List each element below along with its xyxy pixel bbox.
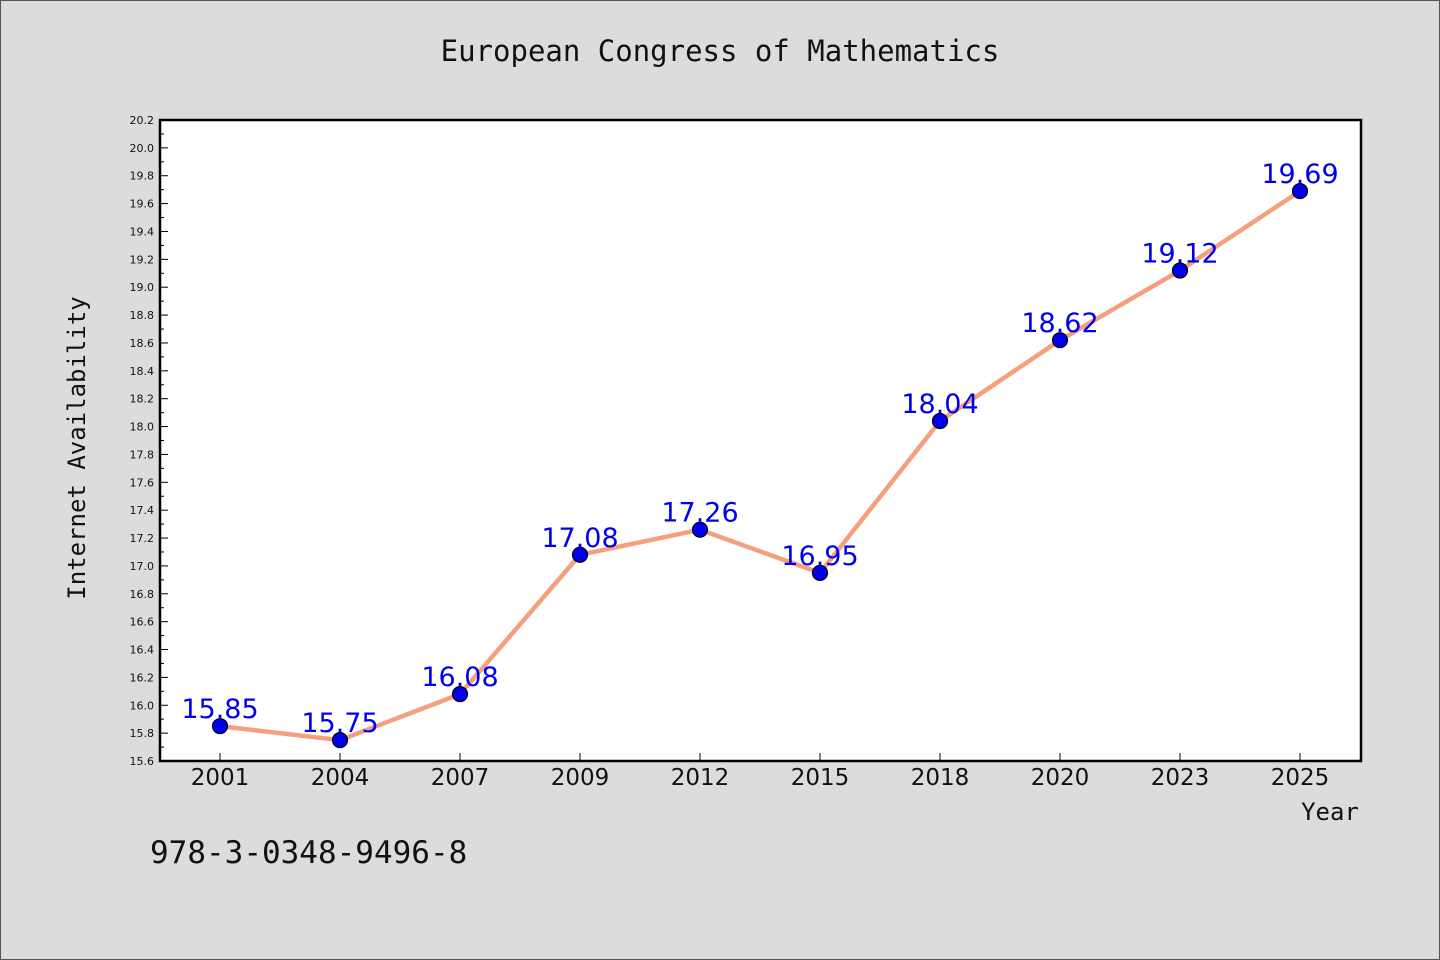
x-tick-label: 2015	[791, 765, 850, 791]
y-tick-label: 18.6	[130, 337, 155, 350]
y-tick-label: 19.4	[130, 225, 155, 238]
data-point	[811, 564, 829, 581]
data-point	[1291, 182, 1309, 200]
data-label: 15.75	[301, 708, 378, 739]
y-tick-label: 20.2	[130, 114, 155, 127]
y-tick-label: 16.6	[130, 616, 155, 629]
data-label: 19.12	[1141, 238, 1218, 269]
data-point	[1171, 262, 1189, 279]
x-tick-label: 2020	[1031, 765, 1090, 791]
y-tick-label: 19.0	[130, 281, 155, 294]
x-tick-label: 2025	[1271, 765, 1330, 791]
x-tick-label: 2023	[1151, 765, 1210, 791]
y-tick-label: 18.8	[130, 309, 155, 322]
y-tick-label: 17.6	[130, 476, 155, 489]
series-markers	[211, 182, 1309, 749]
data-label: 17.26	[661, 498, 738, 529]
data-point	[331, 731, 349, 749]
data-label: 16.08	[421, 662, 498, 693]
data-labels: 15.85 15.75 16.08 17.08 17.26 16.95 18.04 18.62…	[181, 159, 1338, 739]
y-tick-label: 15.8	[130, 727, 155, 740]
data-label: 18.62	[1021, 308, 1098, 339]
y-axis-label: Internet Availability	[63, 296, 91, 599]
y-tick-label: 20.0	[130, 142, 155, 155]
data-point	[691, 521, 709, 538]
series-line	[219, 189, 1302, 743]
y-tick-label: 16.8	[130, 588, 155, 601]
y-tick-label: 19.8	[130, 170, 155, 183]
y-tick-label: 19.2	[130, 253, 155, 266]
y-tick-label: 18.2	[130, 393, 155, 406]
data-point	[211, 718, 229, 735]
x-tick-label: 2009	[551, 765, 610, 791]
y-tick-label: 16.4	[130, 644, 155, 657]
data-point	[1051, 332, 1069, 349]
x-tick-label: 2018	[911, 765, 970, 791]
x-tick-label: 2004	[311, 765, 370, 791]
data-point	[931, 412, 949, 430]
y-tick-label: 16.0	[130, 699, 155, 712]
data-point	[571, 546, 589, 563]
plot-area	[158, 118, 1363, 763]
y-tick-label: 17.2	[130, 532, 155, 545]
x-tick-label: 2001	[191, 765, 250, 791]
x-tick-label: 2012	[671, 765, 730, 791]
y-tick-label: 18.0	[130, 421, 155, 434]
isbn-text: 978-3-0348-9496-8	[150, 835, 468, 871]
data-label: 16.95	[781, 541, 858, 572]
data-point	[451, 686, 469, 703]
y-tick-label: 19.6	[130, 198, 155, 211]
y-tick-label: 17.4	[130, 504, 155, 517]
y-tick-label: 16.2	[130, 671, 155, 684]
y-tick-label: 15.6	[130, 755, 155, 768]
data-label: 18.04	[901, 389, 978, 420]
y-tick-label: 17.8	[130, 448, 155, 461]
data-label: 17.08	[541, 523, 618, 554]
data-label: 19.69	[1261, 159, 1338, 190]
y-axis: 15.6 15.8 16.0 16.2 16.4 16.6 16.8 17.0 17.2 17.4…	[130, 114, 168, 768]
x-axis: 2001 2004 2007 2009 2012 2015 2018 2020 2023 2025	[191, 753, 1330, 791]
y-tick-label: 17.0	[130, 560, 155, 573]
x-axis-label: Year	[1301, 798, 1359, 826]
chart-title: European Congress of Mathematics	[440, 34, 1000, 68]
data-label: 15.85	[181, 694, 258, 725]
x-tick-label: 2007	[431, 765, 490, 791]
y-tick-label: 18.4	[130, 365, 155, 378]
